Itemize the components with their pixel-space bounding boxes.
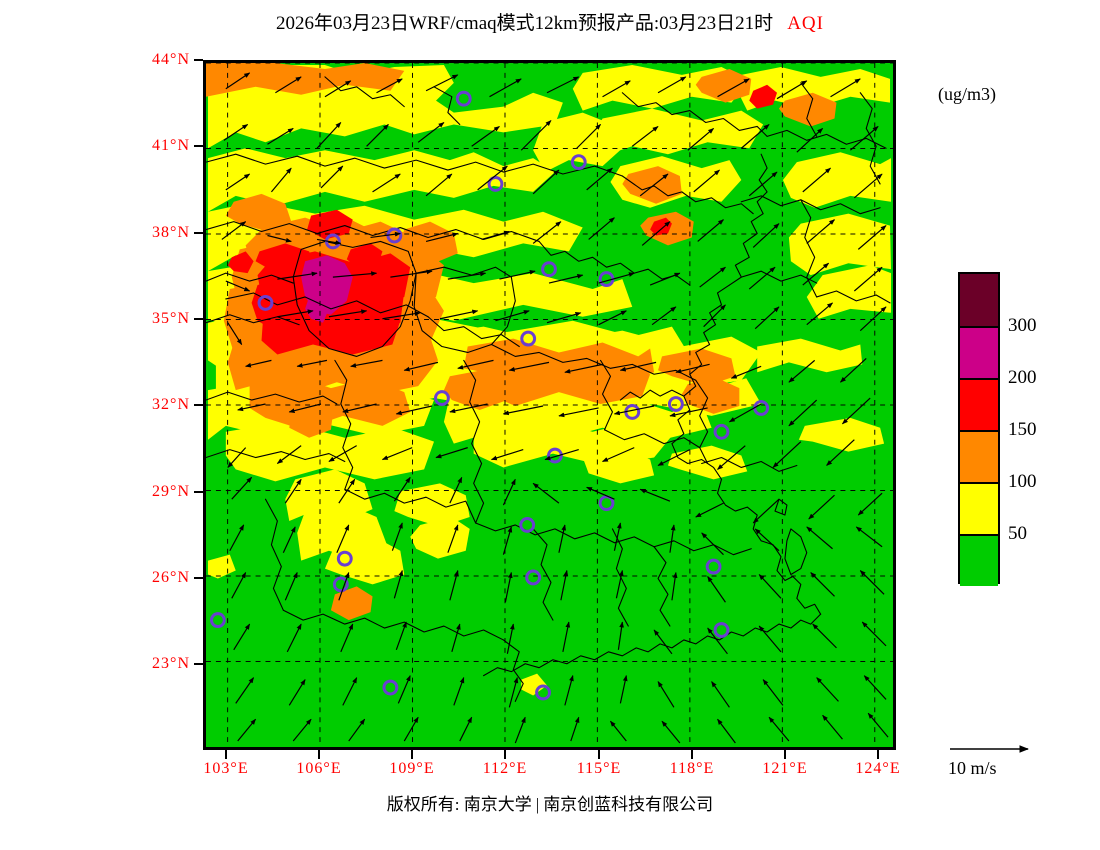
copyright-footer: 版权所有: 南京大学 | 南京创蓝科技有限公司 <box>0 790 1100 815</box>
page-title: 2026年03月23日WRF/cmaq模式12km预报产品:03月23日21时 A… <box>0 8 1100 35</box>
y-axis-label-38n: 38°N <box>152 224 190 241</box>
footer-left-text: 版权所有: 南京大学 <box>386 795 532 814</box>
footer-right-text: 南京创蓝科技有限公司 <box>543 795 714 814</box>
x-tick <box>598 750 600 759</box>
x-axis-label-115e: 115°E <box>576 760 622 777</box>
x-tick <box>318 750 320 759</box>
x-axis-label-112e: 112°E <box>482 760 528 777</box>
y-tick <box>194 145 203 147</box>
x-axis-label-121e: 121°E <box>762 760 808 777</box>
map-plot-area[interactable] <box>203 60 896 750</box>
y-axis-label-29n: 29°N <box>152 483 190 500</box>
footer-separator: | <box>535 795 540 814</box>
aqi-concentration-map <box>206 63 893 747</box>
x-tick <box>504 750 506 759</box>
colorbar-band-100-150 <box>960 430 998 482</box>
colorbar-tick-100: 100 <box>1008 471 1037 492</box>
wind-scale-arrow-icon <box>950 745 1029 753</box>
y-axis-label-44n: 44°N <box>152 51 190 68</box>
colorbar-tick-150: 150 <box>1008 419 1037 440</box>
y-axis-label-35n: 35°N <box>152 310 190 327</box>
colorbar-band-150-200 <box>960 378 998 430</box>
y-axis-label-26n: 26°N <box>152 569 190 586</box>
y-axis-label-32n: 32°N <box>152 396 190 413</box>
y-tick <box>194 491 203 493</box>
colorbar-band-50-100 <box>960 482 998 534</box>
x-tick <box>691 750 693 759</box>
y-tick <box>194 404 203 406</box>
colorbar-unit-label: (ug/m3) <box>938 84 996 104</box>
colorbar-band-above-300 <box>960 274 998 326</box>
wind-scale-label: 10 m/s <box>948 758 997 778</box>
y-tick <box>194 577 203 579</box>
y-tick <box>194 232 203 234</box>
y-tick <box>194 59 203 61</box>
y-axis-label-41n: 41°N <box>152 137 190 154</box>
colorbar-tick-300: 300 <box>1008 315 1037 336</box>
x-axis-label-103e: 103°E <box>203 760 249 777</box>
colorbar-band-200-300 <box>960 326 998 378</box>
x-axis-label-118e: 118°E <box>669 760 715 777</box>
colorbar-tick-200: 200 <box>1008 367 1037 388</box>
y-tick <box>194 318 203 320</box>
y-axis-label-23n: 23°N <box>152 655 190 672</box>
x-tick <box>225 750 227 759</box>
x-tick <box>784 750 786 759</box>
aqi-colorbar[interactable] <box>958 272 1000 586</box>
x-tick <box>877 750 879 759</box>
title-main-text: 2026年03月23日WRF/cmaq模式12km预报产品:03月23日21时 <box>276 13 774 34</box>
y-tick <box>194 663 203 665</box>
wind-vector-scale: 10 m/s <box>948 735 1098 785</box>
x-axis-label-109e: 109°E <box>389 760 435 777</box>
title-variable-label: AQI <box>787 13 824 34</box>
colorbar-tick-50: 50 <box>1008 523 1027 544</box>
x-tick <box>411 750 413 759</box>
x-axis-label-124e: 124°E <box>855 760 901 777</box>
colorbar-band-0-50 <box>960 534 998 586</box>
x-axis-label-106e: 106°E <box>296 760 342 777</box>
